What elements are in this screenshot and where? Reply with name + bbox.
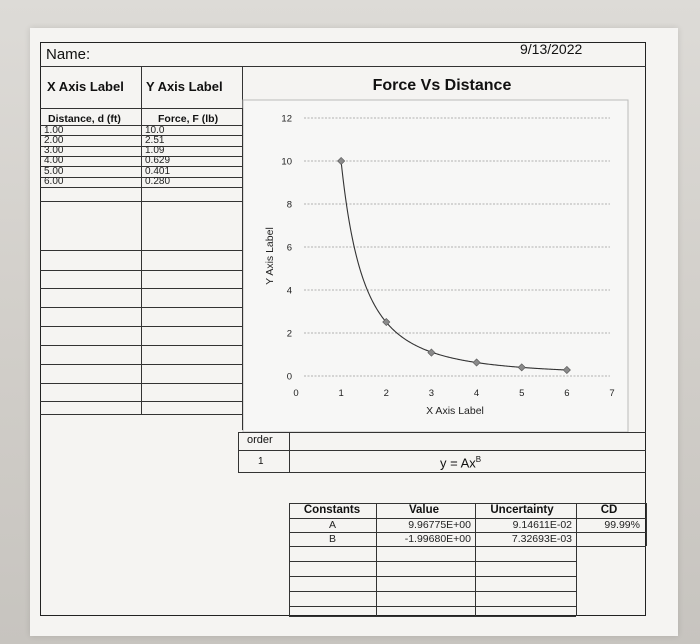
order-row-mid (238, 450, 646, 451)
x-tick-label: 5 (519, 388, 524, 399)
force-cell: 1.09 (145, 145, 165, 157)
constants-header-cell: Value (408, 504, 440, 516)
chart-title: Force Vs Distance (373, 77, 512, 94)
header-right-divider (242, 66, 243, 110)
x-tick-label: 4 (474, 388, 479, 399)
data-points (337, 156, 571, 375)
constants-row-divider (289, 576, 576, 577)
constants-row-divider (289, 503, 646, 504)
y-tick-label: 0 (287, 372, 292, 383)
y-tick-label: 2 (287, 329, 292, 340)
empty-row-divider (40, 414, 242, 415)
order-divider (289, 432, 290, 472)
data-point-marker (562, 365, 571, 375)
order-value: 1 (258, 456, 264, 467)
fit-equation: y = AxB (440, 455, 481, 470)
constant-name-cell: A (328, 519, 336, 531)
distance-header: Distance, d (ft) (48, 113, 121, 125)
constants-col-divider (289, 503, 290, 616)
name-row-divider (40, 66, 646, 67)
constants-header-cell: CD (600, 504, 618, 516)
y-tick-label: 12 (281, 114, 292, 125)
name-label: Name: (46, 46, 91, 63)
x-tick-label: 0 (293, 388, 298, 399)
constants-row-divider (289, 606, 576, 607)
force-cell: 0.401 (145, 165, 171, 177)
power-fit-curve (340, 161, 567, 371)
x-axis-title: X Axis Label (426, 405, 484, 417)
constants-col-divider (376, 503, 377, 616)
data-col-divider (141, 108, 142, 414)
order-row-bottom (238, 472, 646, 473)
data-point-marker (382, 318, 391, 327)
table-right-border (242, 108, 243, 430)
constants-header-cell: Constants (303, 504, 361, 516)
equation-base: y = Ax (440, 455, 476, 471)
y-tick-label: 6 (287, 243, 292, 254)
force-cell: 10.0 (145, 124, 165, 136)
constant-uncertainty-cell: 9.14611E-02 (512, 519, 572, 531)
x-tick-label: 1 (338, 388, 343, 399)
distance-cell: 5.00 (44, 165, 64, 177)
chart-area (242, 99, 629, 433)
form-frame (40, 42, 646, 616)
x-tick-label: 2 (384, 388, 389, 399)
distance-cell: 6.00 (44, 176, 64, 187)
constants-row-divider (289, 532, 646, 533)
constant-name-cell: B (328, 533, 336, 545)
constants-col-divider (475, 503, 476, 616)
y-tick-label: 10 (281, 157, 292, 168)
data-point-marker (337, 156, 346, 166)
constant-value-cell: 9.96775E+00 (408, 519, 471, 531)
equation-exponent: B (475, 455, 482, 464)
y-tick-label: 8 (287, 200, 292, 211)
data-point-marker (472, 358, 481, 367)
distance-cell: 4.00 (44, 155, 64, 167)
constants-row-divider (289, 518, 646, 519)
y-axis-label-header: Y Axis Label (146, 79, 223, 94)
constants-row-divider (289, 561, 576, 562)
constants-row-divider (289, 591, 576, 592)
date-text: 9/13/2022 (520, 41, 583, 57)
force-header: Force, F (lb) (158, 113, 219, 125)
coefficient-determination-cell: 99.99% (604, 519, 640, 531)
x-tick-label: 7 (609, 388, 614, 399)
distance-cell: 3.00 (44, 145, 64, 157)
distance-cell: 1.00 (44, 124, 64, 136)
order-label: order (247, 434, 273, 446)
order-row-top (238, 432, 646, 433)
constants-col-divider (576, 503, 577, 616)
header-col-divider (141, 66, 142, 110)
y-tick-label: 4 (287, 286, 292, 297)
order-left-border (238, 432, 239, 472)
x-axis-label-header: X Axis Label (47, 79, 124, 94)
force-cell: 2.51 (145, 134, 165, 146)
x-tick-label: 6 (564, 388, 569, 399)
constant-uncertainty-cell: 7.32693E-03 (511, 533, 572, 545)
constants-col-divider (646, 503, 647, 546)
force-cell: 0.629 (145, 155, 171, 167)
data-point-marker (517, 363, 526, 372)
constants-row-divider (289, 546, 646, 547)
constant-value-cell: -1.99680E+00 (404, 533, 471, 545)
data-point-marker (427, 348, 436, 357)
y-axis-title: Y Axis Label (264, 227, 276, 285)
x-tick-label: 3 (429, 388, 434, 399)
constants-row-divider (289, 616, 576, 617)
grid-lines (304, 117, 610, 377)
force-cell: 0.280 (145, 176, 171, 187)
constants-header-cell: Uncertainty (490, 504, 554, 516)
distance-cell: 2.00 (44, 134, 64, 146)
